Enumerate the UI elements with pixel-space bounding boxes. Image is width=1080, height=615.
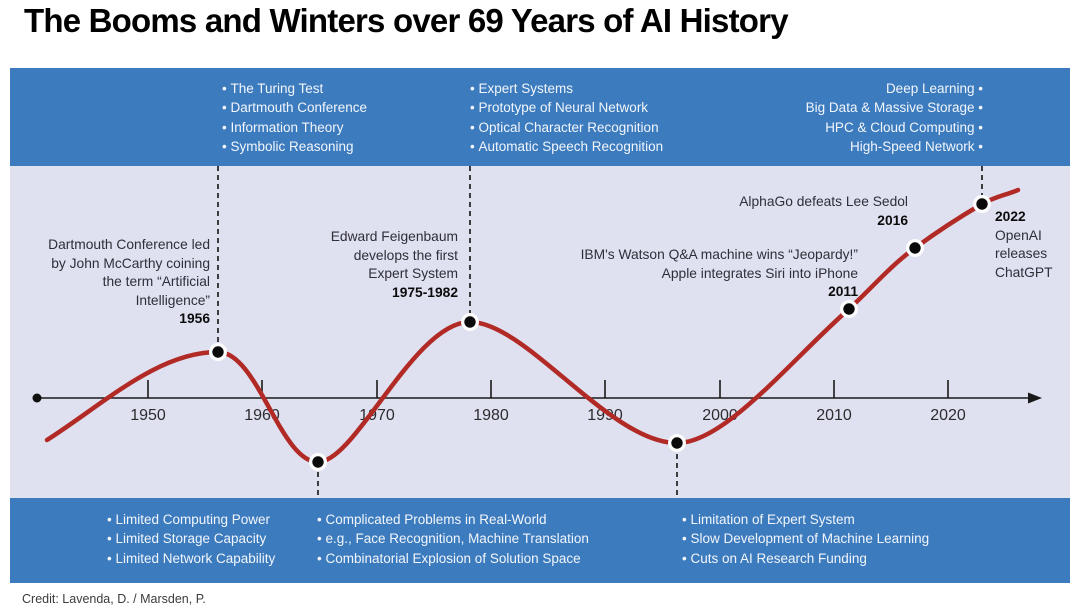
annotation-watson-siri-2011: IBM's Watson Q&A machine wins “Jeopardy!… bbox=[500, 246, 858, 302]
annotation-line: AlphaGo defeats Lee Sedol bbox=[739, 194, 908, 209]
axis-ticks bbox=[147, 380, 949, 398]
annotation-dartmouth-1956: Dartmouth Conference led by John McCarth… bbox=[18, 236, 210, 329]
annotation-year: 2016 bbox=[877, 212, 908, 228]
winters-banner: Limited Computing Power Limited Storage … bbox=[10, 498, 1070, 583]
booms-group-2: Expert Systems Prototype of Neural Netwo… bbox=[470, 79, 663, 156]
annotation-year: 2011 bbox=[828, 284, 858, 300]
winter-item: Limitation of Expert System bbox=[682, 510, 929, 529]
annotation-year: 1956 bbox=[179, 311, 210, 327]
annotation-line: Expert System bbox=[368, 266, 458, 282]
booms-group-1: The Turing Test Dartmouth Conference Inf… bbox=[222, 79, 367, 156]
dot-2011 bbox=[840, 300, 858, 318]
boom-item: Dartmouth Conference bbox=[222, 98, 367, 117]
annotation-line: OpenAI bbox=[995, 227, 1042, 243]
booms-banner: The Turing Test Dartmouth Conference Inf… bbox=[10, 68, 1070, 166]
winter-item: Cuts on AI Research Funding bbox=[682, 549, 929, 568]
annotation-alphago-2016: AlphaGo defeats Lee Sedol 2016 bbox=[710, 193, 908, 230]
time-axis: 1950 1960 1970 1980 1990 2000 2010 2020 bbox=[32, 380, 1042, 424]
winter-item: Limited Network Capability bbox=[107, 549, 275, 568]
event-dots bbox=[209, 195, 991, 471]
boom-item: Information Theory bbox=[222, 118, 367, 137]
dot-2016 bbox=[906, 239, 924, 257]
annotation-line: Apple integrates Siri into iPhone bbox=[661, 265, 858, 281]
annotation-line: by John McCarthy coining bbox=[51, 255, 210, 271]
boom-item: High-Speed Network bbox=[806, 137, 983, 156]
annotation-expert-system-1975: Edward Feigenbaum develops the first Exp… bbox=[278, 228, 458, 302]
boom-item: The Turing Test bbox=[222, 79, 367, 98]
tick-label-2020: 2020 bbox=[930, 407, 966, 424]
dot-2022 bbox=[973, 195, 991, 213]
timeline-chart: The Turing Test Dartmouth Conference Inf… bbox=[10, 68, 1070, 583]
dot-1956 bbox=[209, 343, 227, 361]
annotation-year: 1975-1982 bbox=[392, 284, 458, 300]
axis-arrow-icon bbox=[1028, 392, 1042, 404]
boom-item: Automatic Speech Recognition bbox=[470, 137, 663, 156]
winters-group-1: Limited Computing Power Limited Storage … bbox=[107, 510, 275, 568]
boom-item: Optical Character Recognition bbox=[470, 118, 663, 137]
annotation-chatgpt-2022: 2022 OpenAI releases ChatGPT bbox=[995, 208, 1075, 282]
boom-item: Prototype of Neural Network bbox=[470, 98, 663, 117]
timeline-plot: 1950 1960 1970 1980 1990 2000 2010 2020 bbox=[32, 166, 1042, 498]
winter-item: Slow Development of Machine Learning bbox=[682, 529, 929, 548]
winter-item: e.g., Face Recognition, Machine Translat… bbox=[317, 529, 588, 548]
tick-label-2010: 2010 bbox=[816, 407, 852, 424]
annotation-line: develops the first bbox=[353, 247, 458, 263]
booms-group-3: Deep Learning Big Data & Massive Storage… bbox=[806, 79, 983, 156]
winters-group-3: Limitation of Expert System Slow Develop… bbox=[682, 510, 929, 568]
annotation-year: 2022 bbox=[995, 209, 1026, 224]
winter-item: Limited Storage Capacity bbox=[107, 529, 275, 548]
axis-tick-labels: 1950 1960 1970 1980 1990 2000 2010 2020 bbox=[130, 407, 966, 424]
boom-item: Symbolic Reasoning bbox=[222, 137, 367, 156]
winter-item: Limited Computing Power bbox=[107, 510, 275, 529]
annotation-line: ChatGPT bbox=[995, 264, 1053, 280]
annotation-line: the term “Artificial bbox=[102, 274, 210, 290]
annotation-line: Dartmouth Conference led bbox=[48, 237, 210, 252]
boom-item: HPC & Cloud Computing bbox=[806, 118, 983, 137]
annotation-line: IBM's Watson Q&A machine wins “Jeopardy!… bbox=[580, 247, 858, 262]
boom-item: Deep Learning bbox=[806, 79, 983, 98]
annotation-line: Edward Feigenbaum bbox=[330, 229, 458, 244]
credit-line: Credit: Lavenda, D. / Marsden, P. bbox=[22, 592, 206, 606]
tick-label-1980: 1980 bbox=[473, 407, 509, 424]
winters-group-2: Complicated Problems in Real-World e.g.,… bbox=[317, 510, 589, 568]
dot-1965 bbox=[309, 453, 327, 471]
boom-item: Big Data & Massive Storage bbox=[806, 98, 983, 117]
annotation-line: Intelligence” bbox=[135, 292, 210, 308]
axis-start-dot bbox=[32, 393, 42, 403]
boom-item: Expert Systems bbox=[470, 79, 663, 98]
annotation-line: releases bbox=[995, 246, 1048, 262]
dot-1978 bbox=[461, 313, 479, 331]
winter-item: Combinatorial Explosion of Solution Spac… bbox=[317, 549, 589, 568]
tick-label-1950: 1950 bbox=[130, 407, 166, 424]
winter-item: Complicated Problems in Real-World bbox=[317, 510, 589, 529]
dot-1995 bbox=[668, 434, 686, 452]
page-title: The Booms and Winters over 69 Years of A… bbox=[24, 2, 789, 39]
